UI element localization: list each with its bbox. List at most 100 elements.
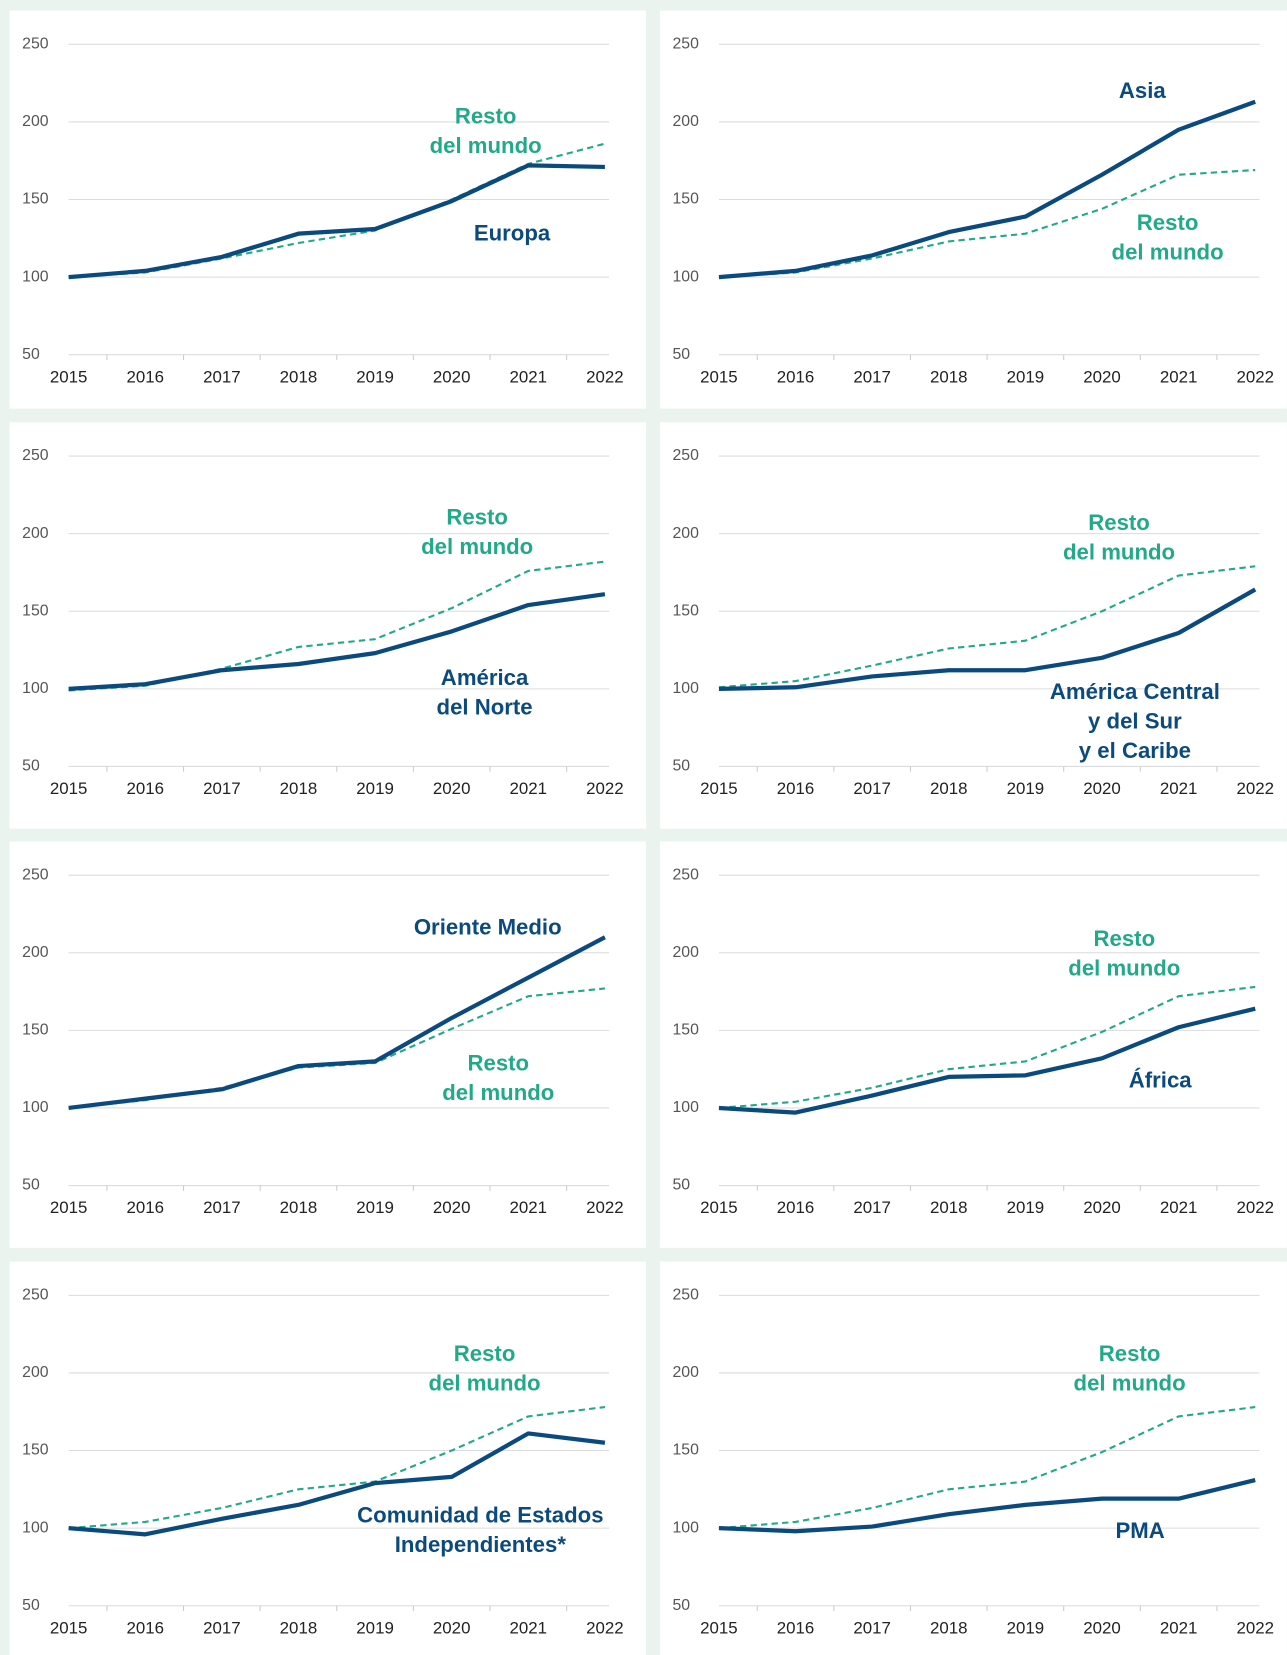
x-tick-label: 2017: [203, 779, 241, 798]
y-tick-label: 100: [22, 1519, 49, 1536]
y-tick-label: 250: [672, 447, 699, 464]
x-tick-label: 2018: [930, 367, 968, 386]
x-tick-label: 2018: [280, 367, 318, 386]
y-tick-label: 150: [22, 191, 49, 208]
x-tick-label: 2021: [1160, 1618, 1198, 1637]
series-line: [718, 587, 1257, 691]
x-tick-label: 2016: [777, 1198, 815, 1217]
chart: 50 100 150 200 250 2015 2016 2017 2018 2019 2020 20…: [22, 447, 624, 798]
x-tick-label: 2019: [1007, 1618, 1045, 1637]
y-tick-label: 100: [22, 680, 49, 697]
x-tick-label: 2021: [510, 779, 548, 798]
x-tick-label: 2016: [777, 779, 815, 798]
series-line: [68, 142, 606, 279]
x-tick-label: 2015: [700, 779, 738, 798]
x-tick-label: 2021: [1160, 1198, 1198, 1217]
series-line: [68, 592, 606, 691]
y-tick-label: 150: [22, 1442, 49, 1459]
y-tick-label: 150: [672, 1022, 699, 1039]
series-line: [718, 1006, 1256, 1115]
x-tick-label: 2018: [930, 1198, 968, 1217]
x-tick-label: 2020: [1083, 1198, 1121, 1217]
chart: 50 100 150 200 250 2015 2016 2017 2018 2019 2020 20…: [672, 866, 1274, 1217]
x-tick-label: 2016: [126, 1618, 164, 1637]
x-tick-label: 2020: [433, 779, 471, 798]
series-line: [718, 99, 1256, 280]
series-label: África: [1128, 1068, 1192, 1093]
x-tick-label: 2020: [433, 1198, 471, 1217]
chart-panel: 50 100 150 200 250 2015 2016 2017 2018 2019 2020 20…: [659, 422, 1287, 829]
x-tick-label: 2018: [280, 779, 318, 798]
y-tick-label: 200: [672, 1364, 699, 1381]
x-tick-label: 2018: [930, 1618, 968, 1637]
x-tick-label: 2017: [853, 779, 891, 798]
x-tick-label: 2017: [203, 1198, 241, 1217]
x-tick-label: 2015: [700, 1198, 738, 1217]
y-tick-label: 150: [22, 1022, 49, 1039]
y-tick-label: 50: [22, 1597, 40, 1614]
x-tick-label: 2017: [853, 1618, 891, 1637]
x-tick-label: 2019: [356, 779, 394, 798]
y-tick-label: 250: [672, 36, 699, 53]
x-tick-label: 2022: [1236, 1618, 1274, 1637]
chart-panel: 50 100 150 200 250 2015 2016 2017 2018 2019 2020 20…: [659, 1261, 1287, 1655]
y-tick-label: 250: [22, 36, 49, 53]
y-tick-label: 100: [22, 268, 49, 285]
chart: 50 100 150 200 250 2015 2016 2017 2018 2019 2020 20…: [22, 36, 624, 387]
y-tick-label: 50: [22, 758, 40, 775]
y-tick-label: 200: [22, 944, 49, 961]
series-line: [68, 935, 606, 1111]
y-tick-label: 250: [672, 866, 699, 883]
series-label: Resto del mundo: [1111, 211, 1224, 265]
x-tick-label: 2017: [203, 1618, 241, 1637]
chart: 50 100 150 200 250 2015 2016 2017 2018 2019 2020 20…: [672, 447, 1274, 798]
x-tick-label: 2020: [1083, 367, 1121, 386]
series-line: [718, 985, 1256, 1110]
chart: 50 100 150 200 250 2015 2016 2017 2018 2019 2020 20…: [672, 1287, 1274, 1638]
series-label: Comunidad de Estados Independientes*: [357, 1503, 604, 1558]
x-tick-label: 2019: [356, 1198, 394, 1217]
series-line: [718, 1477, 1256, 1534]
y-tick-label: 150: [22, 602, 49, 619]
series-label: Resto del mundo: [442, 1051, 555, 1106]
x-tick-label: 2020: [433, 367, 471, 386]
y-tick-label: 200: [672, 525, 699, 542]
chart-panel: 50 100 150 200 250 2015 2016 2017 2018 2019 2020 20…: [9, 1261, 647, 1655]
chart: 50 100 150 200 250 2015 2016 2017 2018 2019 2020 20…: [22, 1287, 624, 1638]
y-tick-label: 200: [672, 113, 699, 130]
x-tick-label: 2020: [1083, 779, 1121, 798]
x-tick-label: 2022: [1236, 779, 1274, 798]
x-tick-label: 2021: [510, 1198, 548, 1217]
chart-panel: 50 100 150 200 250 2015 2016 2017 2018 2019 2020 20…: [9, 10, 647, 409]
y-tick-label: 50: [22, 346, 40, 363]
y-tick-label: 50: [672, 346, 690, 363]
x-tick-label: 2022: [586, 1618, 624, 1637]
y-tick-label: 200: [22, 1364, 49, 1381]
series-label: Resto del mundo: [1062, 510, 1176, 565]
x-tick-label: 2015: [50, 1618, 88, 1637]
x-tick-label: 2016: [777, 1618, 815, 1637]
chart: 50 100 150 200 250 2015 2016 2017 2018 2019 2020 20…: [672, 36, 1274, 387]
series-label: Resto del mundo: [428, 1341, 541, 1396]
y-tick-label: 100: [672, 268, 699, 285]
x-tick-label: 2021: [1160, 367, 1198, 386]
x-tick-label: 2015: [700, 1618, 738, 1637]
x-tick-label: 2019: [1007, 779, 1045, 798]
y-tick-label: 50: [22, 1177, 40, 1194]
x-tick-label: 2017: [853, 1198, 891, 1217]
y-tick-label: 100: [22, 1099, 49, 1116]
series-label: Resto del mundo: [421, 505, 534, 560]
y-tick-label: 50: [672, 1597, 690, 1614]
chart-panel: 50 100 150 200 250 2015 2016 2017 2018 2019 2020 20…: [659, 10, 1287, 409]
series-label: PMA: [1115, 1519, 1165, 1544]
series-label: Europa: [473, 221, 551, 246]
series-label: Resto del mundo: [429, 104, 542, 159]
x-tick-label: 2019: [1007, 367, 1045, 386]
x-tick-label: 2021: [1160, 779, 1198, 798]
series-label: América Central y del Sur y el Caribe: [1049, 679, 1220, 764]
series-line: [68, 163, 605, 280]
x-tick-label: 2020: [433, 1618, 471, 1637]
x-tick-label: 2016: [126, 367, 164, 386]
chart-panel: 50 100 150 200 250 2015 2016 2017 2018 2019 2020 20…: [659, 841, 1287, 1248]
series-line: [718, 1406, 1256, 1530]
